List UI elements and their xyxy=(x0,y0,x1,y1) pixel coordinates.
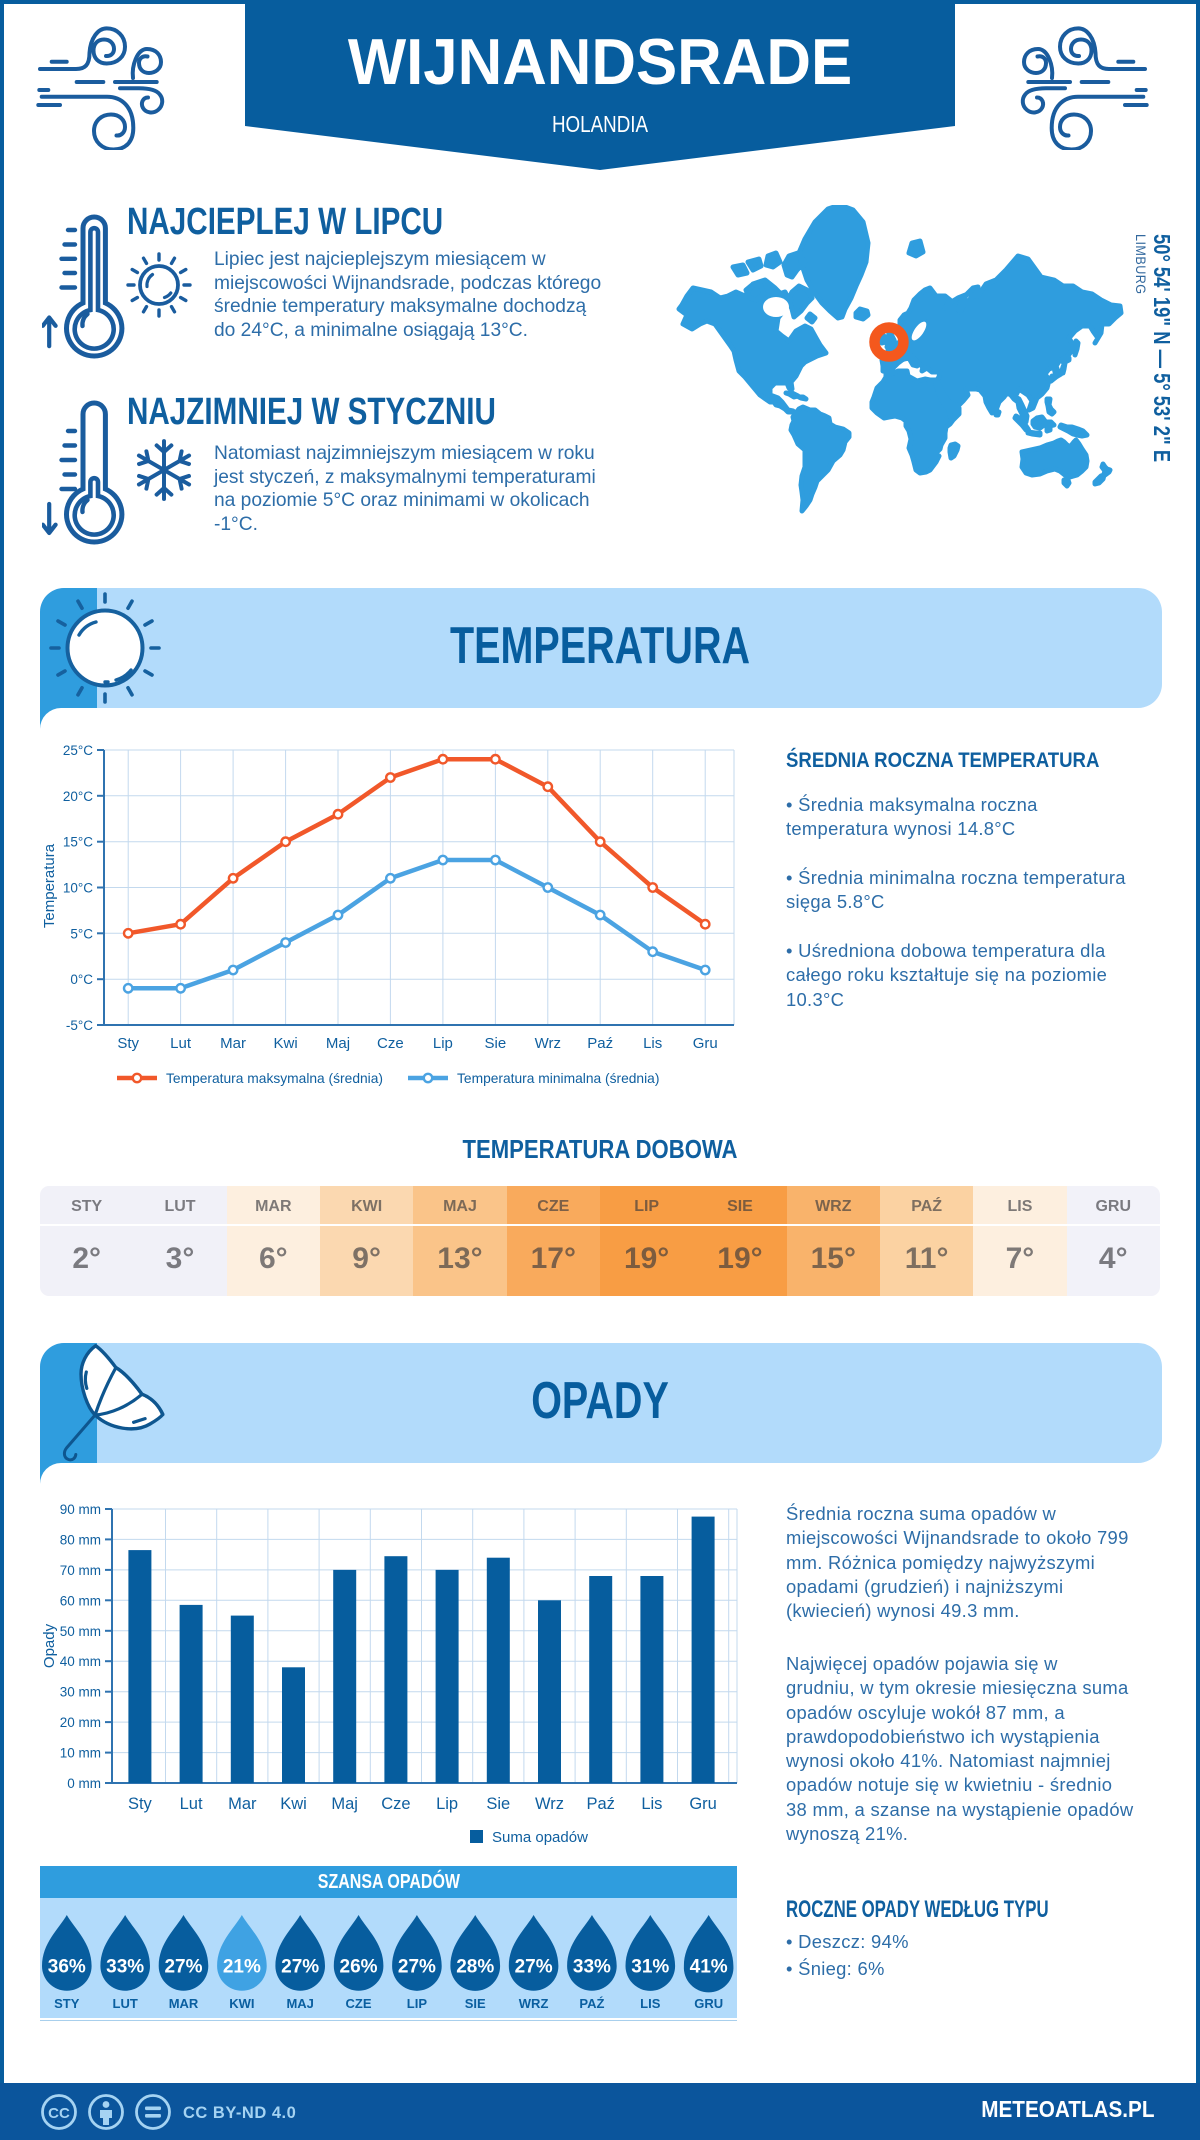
svg-text:GRU: GRU xyxy=(694,1996,723,2011)
svg-text:LIP: LIP xyxy=(407,1996,428,2011)
svg-text:CC: CC xyxy=(48,2105,70,2122)
svg-text:Cze: Cze xyxy=(377,1035,404,1052)
svg-text:70 mm: 70 mm xyxy=(60,1563,101,1578)
svg-text:Lut: Lut xyxy=(170,1035,192,1052)
svg-text:31%: 31% xyxy=(631,1957,669,1978)
svg-text:27%: 27% xyxy=(281,1957,319,1978)
svg-text:LUT: LUT xyxy=(113,1996,138,2011)
svg-text:Maj: Maj xyxy=(331,1795,358,1813)
svg-text:Kwi: Kwi xyxy=(280,1795,307,1813)
svg-text:60 mm: 60 mm xyxy=(60,1593,101,1608)
svg-text:Gru: Gru xyxy=(693,1035,718,1052)
svg-text:Cze: Cze xyxy=(381,1795,410,1813)
svg-text:Mar: Mar xyxy=(228,1795,257,1813)
svg-text:Gru: Gru xyxy=(689,1795,717,1813)
svg-text:Paź: Paź xyxy=(586,1795,614,1813)
svg-text:30 mm: 30 mm xyxy=(60,1685,101,1700)
svg-text:10°C: 10°C xyxy=(63,881,93,896)
svg-text:50 mm: 50 mm xyxy=(60,1624,101,1639)
svg-text:Maj: Maj xyxy=(326,1035,350,1052)
svg-text:Lut: Lut xyxy=(180,1795,203,1813)
svg-text:-5°C: -5°C xyxy=(66,1018,93,1033)
svg-text:KWI: KWI xyxy=(229,1996,254,2011)
svg-text:Wrz: Wrz xyxy=(535,1035,561,1052)
svg-text:Paź: Paź xyxy=(587,1035,613,1052)
svg-text:27%: 27% xyxy=(164,1957,202,1978)
svg-text:33%: 33% xyxy=(106,1957,144,1978)
svg-text:90 mm: 90 mm xyxy=(60,1502,101,1517)
svg-text:LIS: LIS xyxy=(640,1996,661,2011)
svg-text:Sie: Sie xyxy=(485,1035,507,1052)
svg-text:Kwi: Kwi xyxy=(274,1035,298,1052)
svg-text:WRZ: WRZ xyxy=(519,1996,549,2011)
svg-text:33%: 33% xyxy=(573,1957,611,1978)
svg-text:MAR: MAR xyxy=(169,1996,199,2011)
svg-text:10 mm: 10 mm xyxy=(60,1746,101,1761)
svg-text:Temperatura: Temperatura xyxy=(41,843,58,928)
svg-text:21%: 21% xyxy=(223,1957,261,1978)
svg-text:41%: 41% xyxy=(690,1957,728,1978)
svg-text:20 mm: 20 mm xyxy=(60,1715,101,1730)
svg-text:Suma opadów: Suma opadów xyxy=(492,1829,588,1846)
svg-text:5°C: 5°C xyxy=(70,926,93,941)
svg-text:STY: STY xyxy=(54,1996,80,2011)
svg-text:0°C: 0°C xyxy=(70,972,93,987)
svg-text:20°C: 20°C xyxy=(63,789,93,804)
svg-text:PAŹ: PAŹ xyxy=(579,1996,604,2011)
svg-text:Lip: Lip xyxy=(436,1795,458,1813)
svg-text:27%: 27% xyxy=(398,1957,436,1978)
svg-text:Lis: Lis xyxy=(641,1795,662,1813)
svg-text:Sty: Sty xyxy=(117,1035,139,1052)
svg-text:25°C: 25°C xyxy=(63,743,93,758)
svg-text:Lip: Lip xyxy=(433,1035,453,1052)
svg-text:Lis: Lis xyxy=(643,1035,662,1052)
svg-text:26%: 26% xyxy=(340,1957,378,1978)
svg-text:0 mm: 0 mm xyxy=(67,1776,101,1791)
svg-text:Sie: Sie xyxy=(486,1795,510,1813)
svg-text:Wrz: Wrz xyxy=(535,1795,564,1813)
svg-text:Temperatura minimalna (średnia: Temperatura minimalna (średnia) xyxy=(457,1071,659,1086)
svg-text:Sty: Sty xyxy=(128,1795,153,1813)
svg-text:40 mm: 40 mm xyxy=(60,1654,101,1669)
svg-text:CC BY-ND 4.0: CC BY-ND 4.0 xyxy=(183,2104,296,2122)
svg-text:Temperatura maksymalna (średni: Temperatura maksymalna (średnia) xyxy=(166,1071,383,1086)
svg-text:CZE: CZE xyxy=(346,1996,372,2011)
svg-text:80 mm: 80 mm xyxy=(60,1532,101,1547)
svg-text:Mar: Mar xyxy=(220,1035,246,1052)
svg-text:36%: 36% xyxy=(48,1957,86,1978)
svg-text:Opady: Opady xyxy=(41,1623,58,1668)
svg-text:SIE: SIE xyxy=(465,1996,486,2011)
svg-text:15°C: 15°C xyxy=(63,835,93,850)
svg-text:27%: 27% xyxy=(515,1957,553,1978)
svg-text:MAJ: MAJ xyxy=(286,1996,313,2011)
svg-text:28%: 28% xyxy=(456,1957,494,1978)
